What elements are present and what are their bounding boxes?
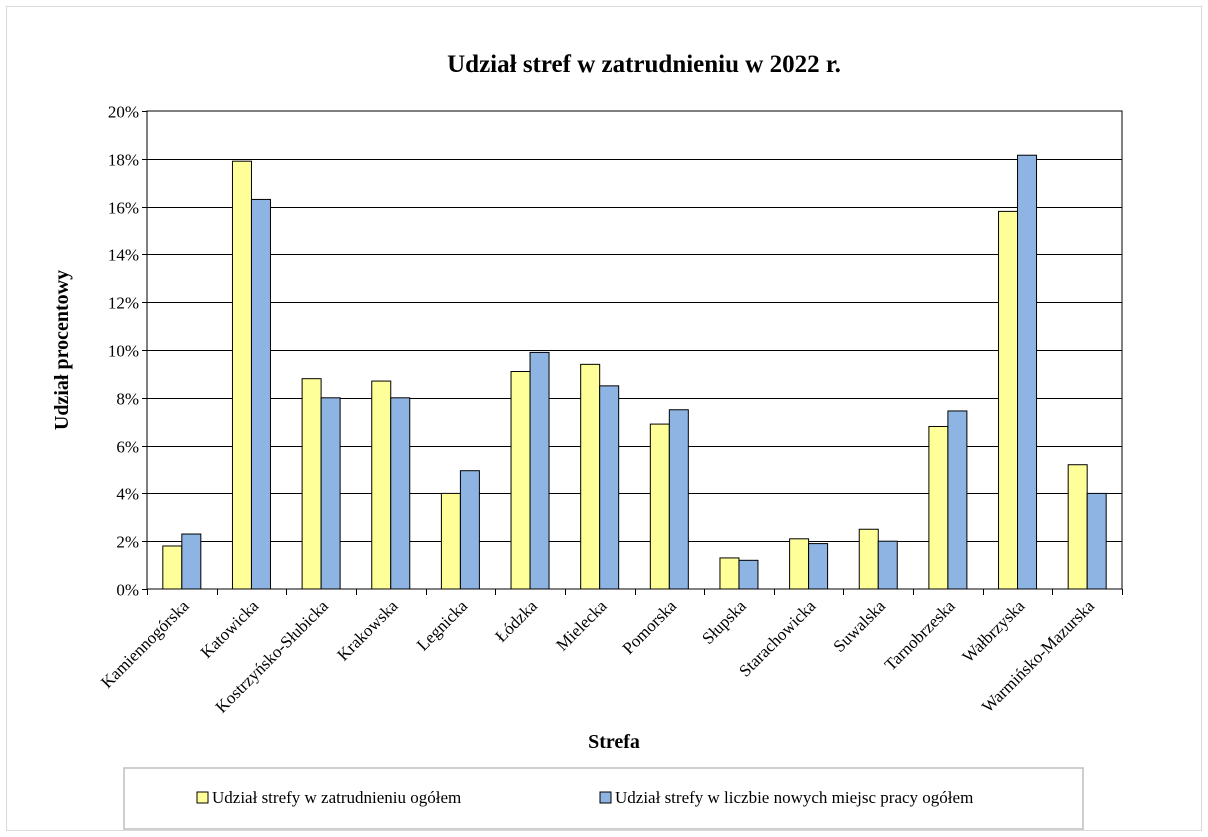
bar-series-2 bbox=[947, 410, 968, 590]
category-label: Pomorska bbox=[619, 596, 681, 658]
bar-series-1 bbox=[301, 378, 322, 590]
bar-series-2 bbox=[320, 397, 341, 590]
bar-series-1 bbox=[858, 528, 879, 590]
y-tick-label: 18% bbox=[108, 151, 139, 170]
bar-series-2 bbox=[738, 559, 759, 590]
legend-label-1: Udział strefy w zatrudnieniu ogółem bbox=[212, 788, 461, 807]
bar-series-1 bbox=[649, 423, 670, 590]
bar-series-1 bbox=[231, 160, 252, 590]
y-tick-label: 8% bbox=[116, 390, 139, 409]
bar-series-1 bbox=[440, 492, 461, 590]
bar-series-1 bbox=[719, 557, 740, 590]
category-label: Katowicka bbox=[197, 596, 263, 662]
bar-series-2 bbox=[1086, 492, 1107, 590]
y-tick-label: 12% bbox=[108, 294, 139, 313]
category-label: Suwalska bbox=[830, 596, 890, 656]
bar-series-2 bbox=[181, 533, 202, 590]
y-tick-label: 2% bbox=[116, 533, 139, 552]
bar-series-1 bbox=[580, 363, 601, 590]
category-label: Tarnobrzeska bbox=[881, 596, 959, 674]
y-tick-label: 16% bbox=[108, 199, 139, 218]
category-label: Słupska bbox=[698, 596, 750, 648]
bar-series-1 bbox=[998, 210, 1019, 590]
y-tick-label: 14% bbox=[108, 246, 139, 265]
bar-series-2 bbox=[599, 385, 620, 590]
y-tick-label: 4% bbox=[116, 485, 139, 504]
category-label: Wałbrzyska bbox=[958, 596, 1028, 666]
y-tick-label: 10% bbox=[108, 342, 139, 361]
bar-series-1 bbox=[162, 545, 183, 590]
bar-series-2 bbox=[459, 470, 480, 590]
category-label: Krakowska bbox=[333, 596, 402, 665]
bar-series-2 bbox=[250, 198, 271, 590]
bar-series-2 bbox=[529, 351, 550, 590]
legend-swatch-1 bbox=[196, 791, 209, 804]
category-label: Legnicka bbox=[413, 596, 471, 654]
legend-label-2: Udział strefy w liczbie nowych miejsc pr… bbox=[615, 788, 973, 807]
plot-area: 0% 2% 4% 6% 8% 10% 12% 14% 16% 18% 20% Kamiennogórs… bbox=[97, 103, 1123, 717]
bar-series-1 bbox=[928, 425, 949, 590]
category-label: Mielecka bbox=[552, 596, 610, 654]
bar-series-2 bbox=[390, 397, 411, 590]
bar-series-2 bbox=[668, 409, 689, 590]
y-tick-label: 20% bbox=[108, 103, 139, 122]
bar-series-1 bbox=[510, 371, 531, 590]
y-tick-label: 6% bbox=[116, 438, 139, 457]
legend: Udział strefy w zatrudnieniu ogółem Udzia… bbox=[123, 767, 1084, 830]
bar-series-1 bbox=[1067, 464, 1088, 590]
y-axis-title: Udział procentowy bbox=[51, 270, 73, 430]
bar-series-1 bbox=[371, 380, 392, 590]
category-label: Łódzka bbox=[491, 596, 541, 646]
category-label: Kamiennogórska bbox=[97, 596, 193, 692]
bar-series-2 bbox=[877, 540, 898, 590]
chart-title: Udział stref w zatrudnieniu w 2022 r. bbox=[447, 51, 841, 78]
legend-swatch-2 bbox=[599, 791, 612, 804]
y-tick-label: 0% bbox=[116, 581, 139, 600]
bar-series-2 bbox=[808, 543, 829, 590]
bar-series-2 bbox=[1017, 154, 1038, 590]
x-axis-title: Strefa bbox=[588, 731, 640, 753]
bar-series-1 bbox=[789, 538, 810, 590]
